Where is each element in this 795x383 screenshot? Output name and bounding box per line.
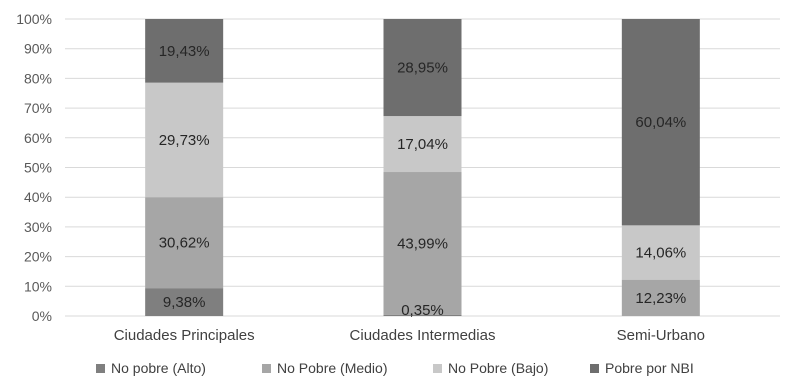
y-tick-label: 100% (16, 11, 52, 27)
data-label: 9,38% (163, 294, 206, 311)
legend-label: Pobre por NBI (605, 360, 694, 376)
bar-segment (383, 19, 462, 117)
legend-swatch (262, 364, 271, 373)
bar-segment (145, 197, 224, 289)
legend-label: No pobre (Alto) (111, 360, 206, 376)
y-tick-label: 50% (24, 160, 52, 176)
data-label: 14,06% (635, 245, 686, 262)
legend-swatch (590, 364, 599, 373)
bar-segment (383, 172, 462, 315)
data-label: 12,23% (635, 290, 686, 307)
bar-segment (145, 82, 224, 198)
data-label: 29,73% (159, 132, 210, 149)
bar-segment (383, 314, 462, 316)
y-tick-label: 0% (32, 308, 52, 324)
legend-label: No Pobre (Medio) (277, 360, 388, 376)
data-label: 0,35% (401, 302, 444, 319)
data-label: 28,95% (397, 60, 448, 77)
x-category-label: Semi-Urbano (617, 327, 705, 344)
x-axis: Ciudades Principales Ciudades Intermedias… (114, 327, 705, 344)
x-category-label: Ciudades Principales (114, 327, 255, 344)
bar-segment (383, 116, 462, 173)
data-labels: 9,38% 30,62% 29,73% 19,43% 0,35% 43,99% 17,04%… (159, 43, 687, 319)
data-label: 19,43% (159, 43, 210, 60)
y-tick-label: 70% (24, 100, 52, 116)
y-tick-label: 90% (24, 41, 52, 57)
y-tick-label: 80% (24, 70, 52, 86)
legend-label: No Pobre (Bajo) (448, 360, 548, 376)
legend-swatch (433, 364, 442, 373)
y-axis: 0% 10% 20% 30% 40% 50% 60% 70% 80% 90% 100% (16, 11, 52, 324)
bar-segment (145, 288, 224, 316)
data-label: 43,99% (397, 235, 448, 252)
y-tick-label: 40% (24, 189, 52, 205)
bar-segment (621, 19, 700, 226)
x-category-label: Ciudades Intermedias (350, 327, 496, 344)
data-label: 60,04% (635, 114, 686, 131)
y-tick-label: 60% (24, 130, 52, 146)
bars (145, 19, 700, 316)
bar-segment (145, 19, 224, 83)
bar-segment (621, 279, 700, 316)
data-label: 30,62% (159, 235, 210, 252)
y-tick-label: 10% (24, 278, 52, 294)
legend-swatch (96, 364, 105, 373)
y-tick-label: 20% (24, 249, 52, 265)
bar-segment (621, 225, 700, 280)
data-label: 17,04% (397, 136, 448, 153)
legend: No pobre (Alto) No Pobre (Medio) No Pobre … (96, 360, 694, 376)
y-tick-label: 30% (24, 219, 52, 235)
